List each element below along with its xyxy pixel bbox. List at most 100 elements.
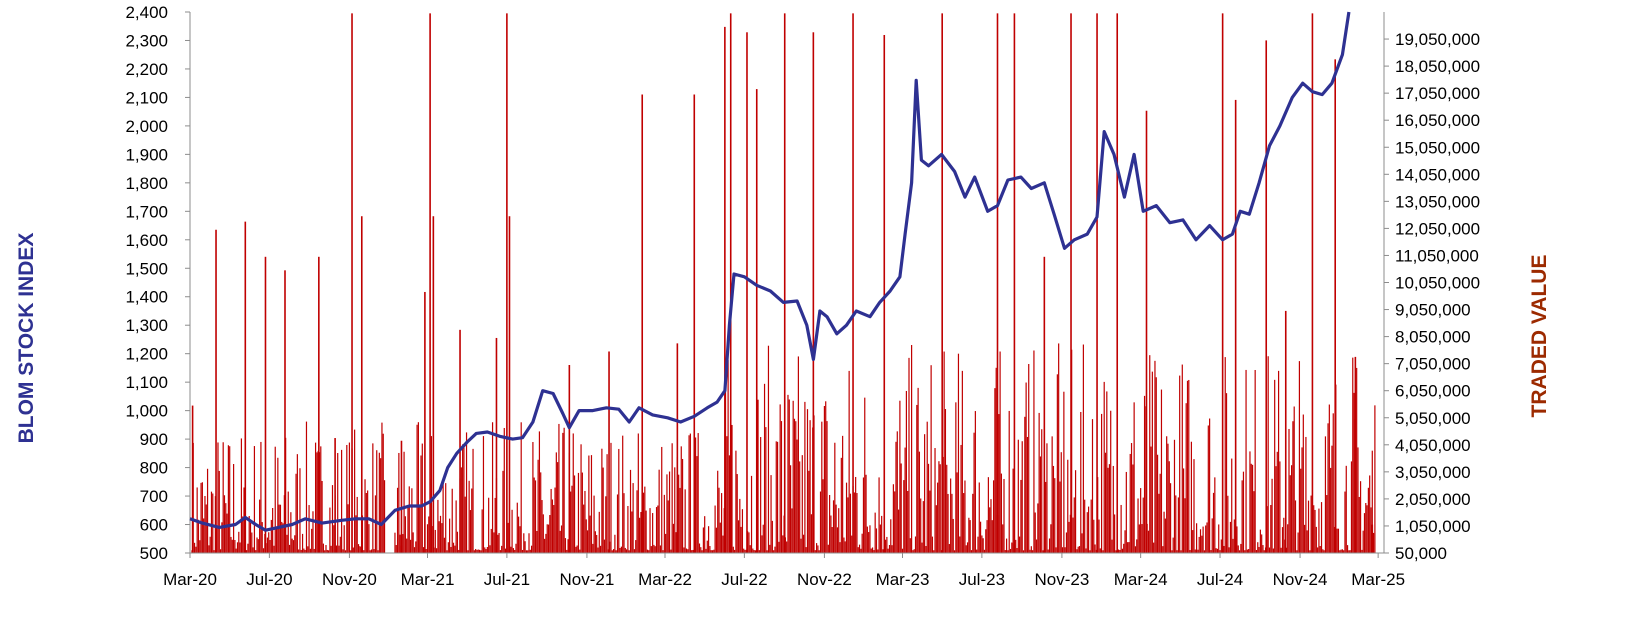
traded-value-daily-bar [541,500,543,553]
traded-value-daily-bar [605,496,607,553]
traded-value-daily-bar [769,544,771,553]
traded-value-bar [1043,256,1046,553]
traded-value-daily-bar [907,490,909,553]
traded-value-daily-bar [1194,549,1196,553]
traded-value-daily-bar [1145,406,1147,553]
traded-value-daily-bar [1041,429,1043,553]
traded-value-daily-bar [1235,536,1237,553]
traded-value-daily-bar [354,429,356,553]
left-tick-label: 700 [140,487,168,506]
traded-value-daily-bar [1301,447,1303,553]
traded-value-daily-bar [1003,478,1005,553]
traded-value-daily-bar [1085,548,1087,553]
traded-value-daily-bar [735,450,737,553]
traded-value-daily-bar [1343,550,1345,553]
traded-value-daily-bar [1241,480,1243,553]
traded-value-bar [432,216,435,554]
traded-value-daily-bar [959,536,961,553]
traded-value-daily-bar [825,401,827,553]
traded-value-daily-bar [913,549,915,553]
traded-value-daily-bar [498,532,500,553]
traded-value-daily-bar [668,471,671,553]
traded-value-daily-bar [1255,549,1258,553]
traded-value-daily-bar [1209,418,1211,553]
traded-value-daily-bar [835,504,837,553]
right-tick-label: 13,050,000 [1395,192,1480,211]
traded-value-daily-bar [1210,550,1212,553]
traded-value-daily-bar [834,442,836,553]
traded-value-daily-bar [560,525,563,553]
traded-value-daily-bar [320,446,322,553]
traded-value-daily-bar [1013,543,1016,553]
traded-value-daily-bar [762,524,764,553]
traded-value-daily-bar [300,549,302,553]
traded-value-daily-bar [590,455,593,553]
traded-value-daily-bar [848,370,850,553]
traded-value-daily-bar [817,545,819,553]
traded-value-daily-bar [261,522,263,553]
traded-value-daily-bar [260,441,262,553]
traded-value-daily-bar [778,541,780,553]
traded-value-daily-bar [678,474,680,553]
traded-value-daily-bar [642,492,645,553]
traded-value-daily-bar [268,532,270,553]
traded-value-daily-bar [226,513,228,553]
traded-value-daily-bar [1361,549,1363,553]
right-tick-label: 14,050,000 [1395,165,1480,184]
traded-value-daily-bar [851,535,853,553]
traded-value-daily-bar [592,543,594,553]
traded-value-daily-bar [1156,454,1159,553]
traded-value-bar [264,256,267,553]
traded-value-daily-bar [918,451,921,553]
traded-value-daily-bar [1298,361,1301,553]
traded-value-daily-bar [203,518,205,553]
traded-value-daily-bar [516,502,518,553]
traded-value-daily-bar [883,411,885,553]
traded-value-daily-bar [1042,550,1044,553]
traded-value-daily-bar [966,542,969,553]
traded-value-daily-bar [1197,549,1199,553]
traded-value-daily-bar [838,508,840,553]
traded-value-daily-bar [244,454,246,553]
traded-value-daily-bar [1231,458,1233,553]
traded-value-daily-bar [694,437,697,553]
traded-value-daily-bar [968,517,970,553]
traded-value-daily-bar [601,448,603,553]
traded-value-bar [693,94,696,553]
traded-value-daily-bar [1244,550,1246,553]
traded-value-daily-bar [689,433,691,553]
x-tick-labels: Mar-20 Jul-20 Nov-20 Mar-21 Jul-21 Nov-21 Mar-… [163,553,1405,589]
traded-value-daily-bar [861,533,863,553]
traded-value-daily-bar [1015,539,1017,553]
traded-value-daily-bar [904,447,906,553]
traded-value-daily-bar [1127,542,1129,553]
traded-value-daily-bar [629,469,632,553]
traded-value-daily-bar [1215,548,1217,553]
left-tick-label: 1,500 [125,259,168,278]
x-tick-label: Mar-20 [163,570,217,589]
traded-value-daily-bar [1150,446,1152,553]
traded-value-daily-bar [641,477,643,553]
traded-value-daily-bar [1335,384,1337,553]
traded-value-daily-bar [1104,452,1107,553]
traded-value-daily-bar [367,490,369,553]
traded-value-daily-bar [270,519,272,553]
traded-value-daily-bar [1356,367,1358,553]
traded-value-daily-bar [442,481,444,553]
right-tick-label: 7,050,000 [1395,355,1471,374]
traded-value-daily-bar [475,548,477,553]
traded-value-daily-bar [739,498,741,553]
traded-value-daily-bar [627,505,629,553]
traded-value-daily-bar [657,505,659,553]
traded-value-daily-bar [599,545,602,553]
traded-value-daily-bar [242,516,244,553]
traded-value-daily-bar [710,550,712,553]
traded-value-daily-bar [1063,391,1065,553]
traded-value-daily-bar [303,548,305,553]
traded-value-daily-bar [1012,468,1014,553]
traded-value-daily-bar [380,458,382,553]
traded-value-daily-bar [469,510,472,553]
traded-value-daily-bar [192,442,194,553]
traded-value-daily-bar [995,367,997,553]
traded-value-daily-bar [1137,498,1139,553]
